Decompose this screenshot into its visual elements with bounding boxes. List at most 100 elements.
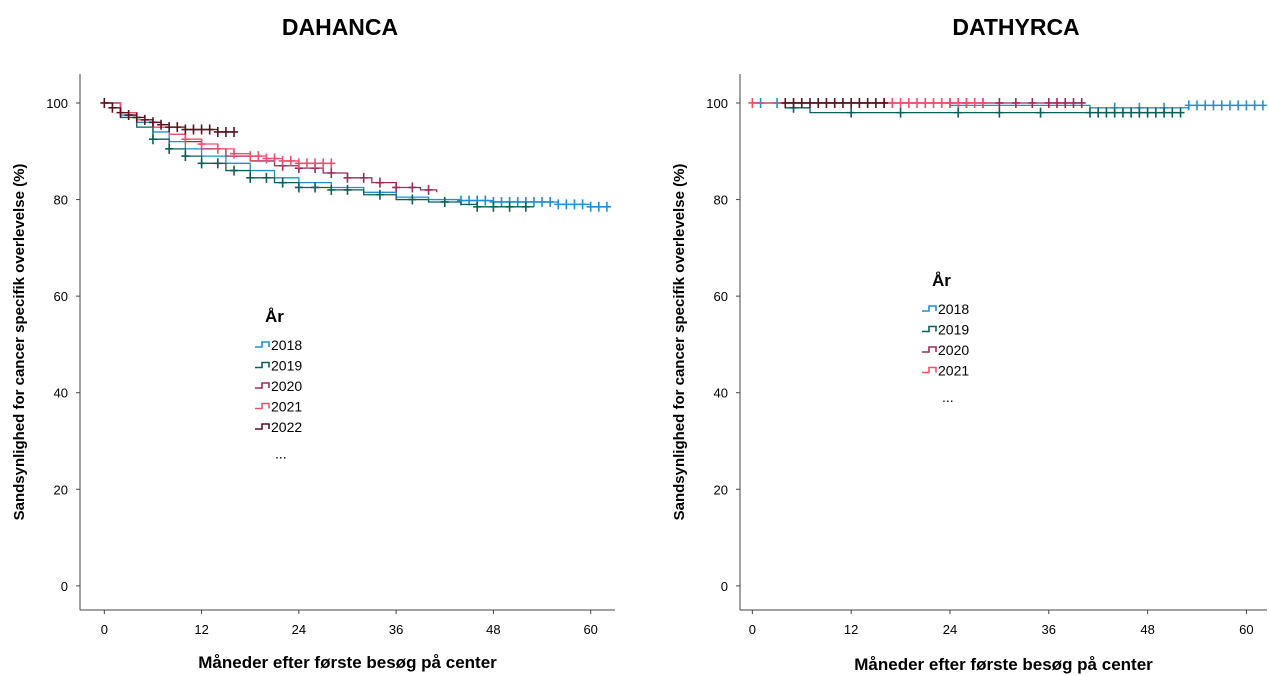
legend-swatch bbox=[255, 423, 270, 430]
censor-mark bbox=[1225, 100, 1234, 111]
x-tick-label: 24 bbox=[943, 622, 957, 637]
censor-mark bbox=[797, 97, 806, 108]
censor-mark bbox=[1143, 107, 1152, 118]
legend-label-2021: 2021 bbox=[271, 399, 302, 415]
censor-mark bbox=[181, 124, 190, 135]
censor-mark bbox=[221, 126, 230, 137]
y-tick-label: 60 bbox=[54, 289, 68, 304]
legend-label-2020: 2020 bbox=[938, 342, 969, 358]
censor-mark bbox=[995, 97, 1004, 108]
censor-mark bbox=[1209, 100, 1218, 111]
x-tick-label: 12 bbox=[844, 622, 858, 637]
censor-mark bbox=[148, 134, 157, 145]
censor-mark bbox=[1184, 100, 1193, 111]
y-tick-label: 0 bbox=[61, 579, 68, 594]
censor-mark bbox=[602, 201, 611, 212]
censor-mark bbox=[1110, 107, 1119, 118]
censor-mark bbox=[838, 97, 847, 108]
y-tick-label: 20 bbox=[54, 482, 68, 497]
censor-mark bbox=[1036, 107, 1045, 118]
censor-mark bbox=[424, 184, 433, 195]
censor-mark bbox=[392, 182, 401, 193]
legend-swatch bbox=[922, 366, 937, 374]
censor-mark bbox=[140, 114, 149, 125]
censor-mark bbox=[1217, 100, 1226, 111]
legend-title: År bbox=[265, 307, 284, 326]
y-axis-label: Sandsynlighed for cancer specifik overle… bbox=[671, 164, 688, 521]
censor-mark bbox=[327, 184, 336, 195]
censor-mark bbox=[359, 172, 368, 183]
legend-swatch bbox=[255, 382, 270, 389]
chart-title-dathyrca: DATHYRCA bbox=[952, 14, 1080, 40]
censor-mark bbox=[278, 155, 287, 166]
censor-mark bbox=[1028, 97, 1037, 108]
y-tick-label: 20 bbox=[714, 482, 728, 497]
censor-mark bbox=[262, 172, 271, 183]
x-tick-label: 12 bbox=[194, 622, 208, 637]
censor-mark bbox=[108, 102, 117, 113]
legend-swatch bbox=[255, 341, 270, 348]
censor-mark bbox=[343, 184, 352, 195]
censor-mark bbox=[181, 134, 190, 145]
censor-mark bbox=[124, 110, 133, 121]
censor-mark bbox=[505, 201, 514, 212]
legend-swatch bbox=[922, 346, 937, 353]
x-tick-label: 36 bbox=[1042, 622, 1056, 637]
censor-mark bbox=[805, 97, 814, 108]
censor-mark bbox=[513, 196, 522, 207]
x-tick-label: 36 bbox=[389, 622, 403, 637]
censor-mark bbox=[789, 97, 798, 108]
x-tick-label: 60 bbox=[1239, 622, 1253, 637]
censor-mark bbox=[554, 199, 563, 210]
y-axis-label: Sandsynlighed for cancer specifik overle… bbox=[11, 164, 28, 521]
censor-mark bbox=[327, 158, 336, 169]
legend-label-2019: 2019 bbox=[271, 358, 302, 374]
censor-mark bbox=[962, 97, 971, 108]
legend-label-2022: 2022 bbox=[271, 419, 302, 435]
censor-mark bbox=[197, 158, 206, 169]
censor-mark bbox=[954, 97, 963, 108]
censor-mark bbox=[1077, 97, 1086, 108]
y-tick-label: 0 bbox=[721, 579, 728, 594]
censor-mark bbox=[1069, 97, 1078, 108]
x-tick-label: 48 bbox=[1140, 622, 1154, 637]
x-tick-label: 60 bbox=[583, 622, 597, 637]
censor-mark bbox=[1160, 107, 1169, 118]
censor-mark bbox=[197, 124, 206, 135]
censor-mark bbox=[311, 182, 320, 193]
censor-mark bbox=[929, 97, 938, 108]
censor-mark bbox=[1102, 107, 1111, 118]
censor-mark bbox=[1258, 100, 1267, 111]
censor-mark bbox=[871, 97, 880, 108]
y-tick-label: 80 bbox=[54, 193, 68, 208]
censor-mark bbox=[375, 177, 384, 188]
legend-ellipsis: ... bbox=[275, 446, 287, 462]
censor-mark bbox=[594, 201, 603, 212]
censor-mark bbox=[995, 107, 1004, 118]
censor-mark bbox=[286, 155, 295, 166]
censor-mark bbox=[246, 151, 255, 162]
legend-swatch bbox=[255, 402, 270, 410]
censor-mark bbox=[1250, 100, 1259, 111]
censor-mark bbox=[529, 196, 538, 207]
legend-swatch bbox=[255, 361, 270, 369]
censor-mark bbox=[978, 97, 987, 108]
x-axis-label: Måneder efter første besøg på center bbox=[854, 655, 1153, 674]
censor-mark bbox=[937, 97, 946, 108]
censor-mark bbox=[1085, 107, 1094, 118]
censor-mark bbox=[1053, 97, 1062, 108]
censor-mark bbox=[863, 97, 872, 108]
series-line-2020 bbox=[104, 102, 438, 193]
censor-mark bbox=[173, 122, 182, 133]
censor-mark bbox=[408, 194, 417, 205]
censor-mark bbox=[375, 189, 384, 200]
censor-mark bbox=[814, 97, 823, 108]
censor-mark bbox=[165, 122, 174, 133]
censor-mark bbox=[100, 97, 109, 108]
legend-swatch bbox=[922, 305, 937, 312]
legend-ellipsis: ... bbox=[942, 389, 954, 405]
x-tick-label: 48 bbox=[486, 622, 500, 637]
censor-mark bbox=[132, 112, 141, 123]
y-tick-label: 40 bbox=[714, 386, 728, 401]
censor-mark bbox=[546, 196, 555, 207]
